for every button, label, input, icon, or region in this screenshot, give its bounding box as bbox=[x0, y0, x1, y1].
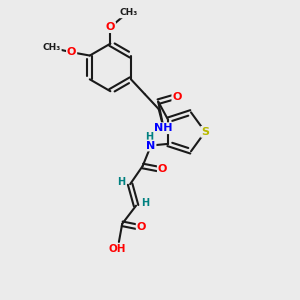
Text: OH: OH bbox=[109, 244, 126, 254]
Text: NH: NH bbox=[154, 123, 173, 133]
Text: H: H bbox=[141, 198, 149, 208]
Text: H: H bbox=[145, 132, 153, 142]
Text: S: S bbox=[201, 127, 209, 137]
Text: O: O bbox=[172, 92, 182, 102]
Text: CH₃: CH₃ bbox=[43, 43, 61, 52]
Text: CH₃: CH₃ bbox=[119, 8, 138, 17]
Text: N: N bbox=[146, 140, 156, 151]
Text: O: O bbox=[67, 47, 76, 57]
Text: H: H bbox=[117, 176, 125, 187]
Text: O: O bbox=[106, 22, 115, 32]
Text: O: O bbox=[137, 222, 146, 232]
Text: O: O bbox=[158, 164, 167, 174]
